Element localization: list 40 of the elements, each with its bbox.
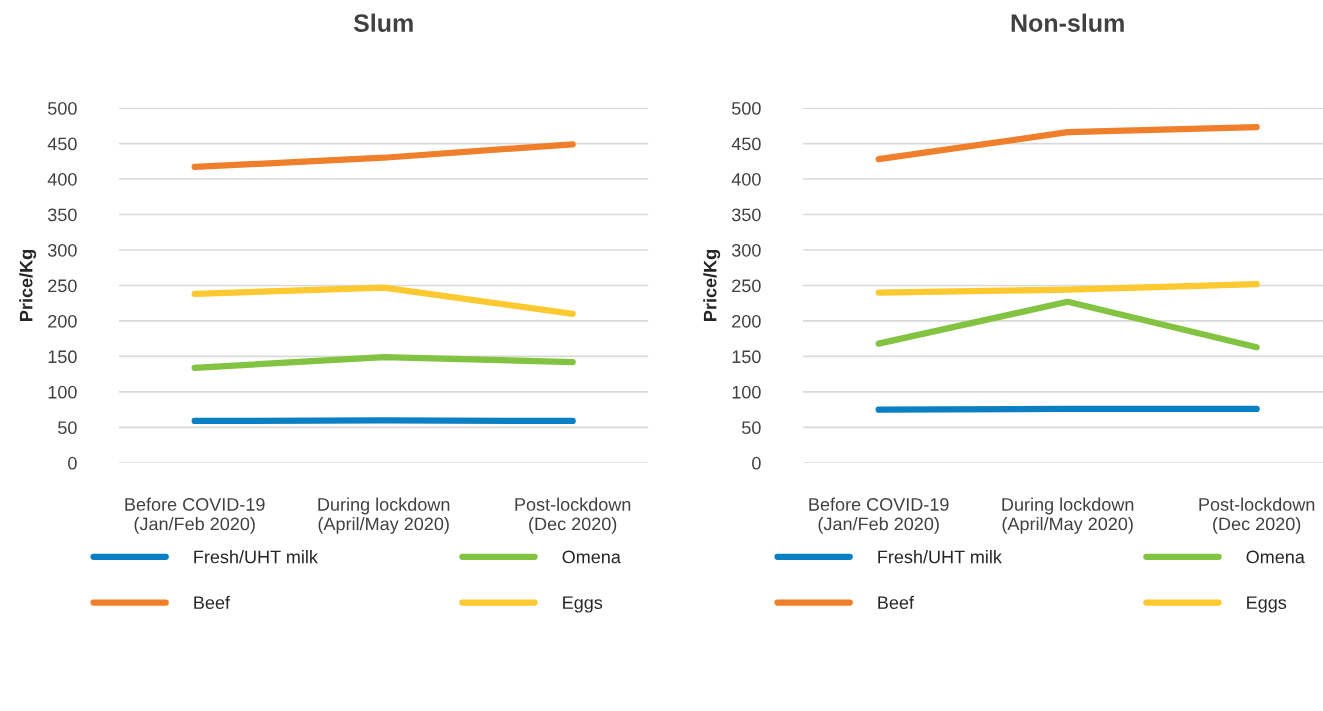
- x-tick-label: Before COVID-19 (Jan/Feb 2020): [125, 497, 265, 534]
- y-axis-title: Price/Kg: [703, 250, 721, 321]
- y-tick-label: 300: [47, 243, 77, 257]
- legend-label: Eggs: [563, 596, 603, 613]
- y-tick-label: 350: [47, 208, 77, 222]
- y-tick-label: 100: [732, 385, 761, 399]
- y-tick-label: 50: [742, 421, 761, 435]
- chart-title: Non-slum: [1011, 13, 1124, 32]
- x-tick-label: During lockdown (April/May 2020): [318, 497, 450, 534]
- y-tick-label: 200: [48, 314, 77, 328]
- legend-label: Beef: [194, 595, 231, 610]
- x-tick-label: Before COVID-19 (Jan/Feb 2020): [809, 497, 949, 534]
- y-tick-label: 50: [58, 421, 77, 435]
- legend-label: Omena: [1246, 550, 1305, 564]
- legend-label: Fresh/UHT milk: [194, 550, 318, 564]
- y-tick-label: 400: [731, 172, 761, 186]
- y-tick-label: 0: [68, 456, 77, 470]
- y-tick-label: 450: [47, 137, 77, 151]
- legend-label: Fresh/UHT milk: [878, 550, 1002, 564]
- y-tick-label: 150: [732, 350, 761, 364]
- x-tick-label: Post-lockdown (Dec 2020): [515, 497, 631, 534]
- y-tick-label: 200: [732, 314, 761, 328]
- y-axis-title: Price/Kg: [19, 250, 37, 321]
- y-tick-label: 0: [752, 456, 761, 470]
- y-tick-label: 150: [48, 350, 77, 364]
- y-tick-label: 250: [48, 279, 77, 293]
- y-tick-label: 450: [731, 137, 761, 151]
- legend-label: Eggs: [1247, 596, 1287, 613]
- y-tick-label: 350: [731, 208, 761, 222]
- x-tick-label: Post-lockdown (Dec 2020): [1199, 497, 1315, 534]
- y-tick-label: 500: [48, 102, 77, 115]
- legend-label: Beef: [878, 595, 915, 610]
- legend-label: Omena: [562, 550, 621, 564]
- y-tick-label: 500: [731, 102, 761, 115]
- y-tick-label: 250: [732, 279, 761, 293]
- chart-title: Slum: [353, 13, 413, 32]
- y-tick-label: 400: [47, 172, 77, 186]
- x-tick-label: During lockdown (April/May 2020): [1002, 497, 1134, 534]
- y-tick-label: 300: [731, 243, 761, 257]
- y-tick-label: 100: [48, 385, 77, 399]
